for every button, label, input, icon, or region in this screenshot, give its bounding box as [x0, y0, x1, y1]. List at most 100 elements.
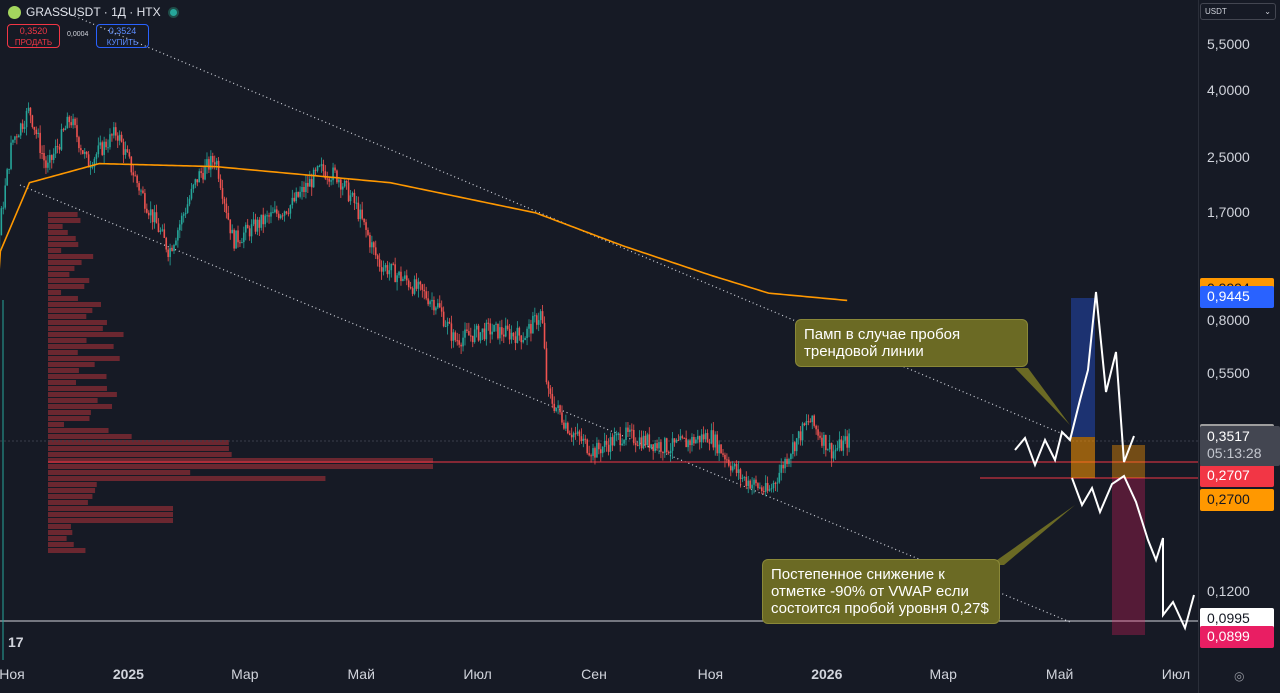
candle-body	[206, 159, 208, 166]
candle-body	[256, 219, 259, 232]
candle-body	[122, 141, 125, 155]
symbol-header[interactable]: GRASSUSDT · 1Д · HTX	[8, 5, 177, 19]
candle-body	[190, 188, 193, 199]
candle-body	[563, 422, 565, 429]
candle-body	[491, 331, 493, 335]
candle-body	[489, 323, 492, 335]
candle-body	[784, 458, 786, 469]
candle-body	[386, 265, 389, 275]
currency-select[interactable]: USDT ⌄	[1200, 3, 1276, 20]
candle-body	[347, 182, 350, 202]
candle-body	[394, 264, 396, 283]
candle-body	[266, 215, 268, 217]
candle-body	[182, 214, 185, 216]
candle-body	[19, 123, 22, 136]
candle-body	[629, 429, 631, 432]
sell-button[interactable]: 0,3520 ПРОДАТЬ	[7, 24, 60, 48]
buy-button[interactable]: 0,3524 КУПИТЬ	[96, 24, 149, 48]
time-tick: Мар	[929, 666, 957, 682]
candle-body	[825, 434, 827, 451]
candle-body	[466, 329, 468, 332]
time-tick: Июл	[463, 666, 492, 682]
candle-body	[250, 224, 253, 237]
candle-body	[609, 437, 612, 452]
candle-body	[766, 482, 769, 491]
candle-body	[328, 178, 330, 182]
volume-profile-bar	[48, 410, 91, 415]
volume-profile-bar	[48, 344, 114, 349]
candle-body	[592, 448, 594, 456]
candle-body	[107, 147, 109, 149]
candle-body	[640, 437, 643, 449]
candle-body	[821, 437, 823, 446]
candle-body	[576, 431, 579, 434]
candle-body	[712, 430, 715, 448]
candle-body	[495, 323, 497, 325]
candle-body	[186, 204, 189, 213]
candle-body	[353, 192, 356, 203]
volume-profile-bar	[48, 266, 75, 271]
candle-body	[646, 434, 649, 446]
dump-annotation[interactable]: Постепенное снижение к отметке -90% от V…	[762, 559, 1000, 624]
candle-body	[553, 403, 556, 412]
candle-body	[243, 232, 245, 243]
volume-profile-bar	[48, 476, 326, 481]
volume-profile-bar	[48, 242, 79, 247]
volume-profile-bar	[48, 518, 173, 523]
candle-body	[157, 223, 160, 232]
candle-body	[574, 433, 577, 435]
candle-body	[634, 443, 637, 446]
candle-body	[307, 182, 309, 187]
price-axis[interactable]	[1198, 0, 1280, 693]
candle-body	[244, 224, 247, 233]
candle-body	[518, 327, 521, 336]
candle-body	[338, 179, 340, 183]
candle-body	[621, 443, 623, 446]
price-label-tag: 0,2700	[1200, 489, 1274, 511]
candle-body	[452, 332, 455, 341]
candle-body	[14, 136, 16, 140]
volume-profile-bar	[48, 284, 85, 289]
candle-body	[535, 315, 538, 325]
candle-body	[196, 179, 199, 183]
pump-entry-box	[1071, 437, 1095, 478]
candle-body	[557, 405, 559, 409]
candle-body	[235, 230, 237, 249]
candle-body	[283, 211, 286, 216]
candle-body	[223, 198, 226, 204]
candle-body	[708, 442, 711, 444]
candle-body	[681, 436, 684, 438]
candle-body	[151, 209, 154, 223]
candle-body	[444, 326, 447, 328]
candle-body	[35, 129, 38, 135]
candle-body	[146, 208, 148, 213]
candle-body	[97, 145, 100, 155]
candle-body	[586, 439, 589, 454]
settings-icon[interactable]: ◎	[1234, 669, 1245, 683]
candle-body	[440, 307, 443, 312]
candle-body	[545, 348, 548, 383]
candle-body	[611, 437, 614, 446]
candle-body	[733, 464, 736, 467]
pump-annotation[interactable]: Памп в случае пробоя трендовой линии	[795, 319, 1028, 367]
candle-body	[502, 334, 505, 337]
volume-profile-bar	[48, 320, 107, 325]
volume-profile-bar	[48, 350, 78, 355]
candle-body	[25, 110, 28, 128]
candle-body	[380, 266, 383, 272]
price-tick: 4,0000	[1207, 81, 1250, 98]
candle-body	[76, 125, 78, 138]
candle-body	[159, 230, 162, 232]
volume-profile-bar	[48, 296, 78, 301]
candle-body	[427, 298, 429, 305]
price-chart[interactable]	[0, 0, 1198, 660]
candle-body	[551, 393, 554, 404]
candle-body	[667, 452, 670, 454]
candle-body	[225, 203, 228, 213]
candle-body	[658, 442, 660, 449]
time-tick: Ноя	[697, 666, 724, 682]
candle-body	[844, 436, 847, 441]
candle-body	[768, 489, 771, 491]
candle-body	[415, 279, 418, 289]
candle-body	[671, 438, 674, 451]
